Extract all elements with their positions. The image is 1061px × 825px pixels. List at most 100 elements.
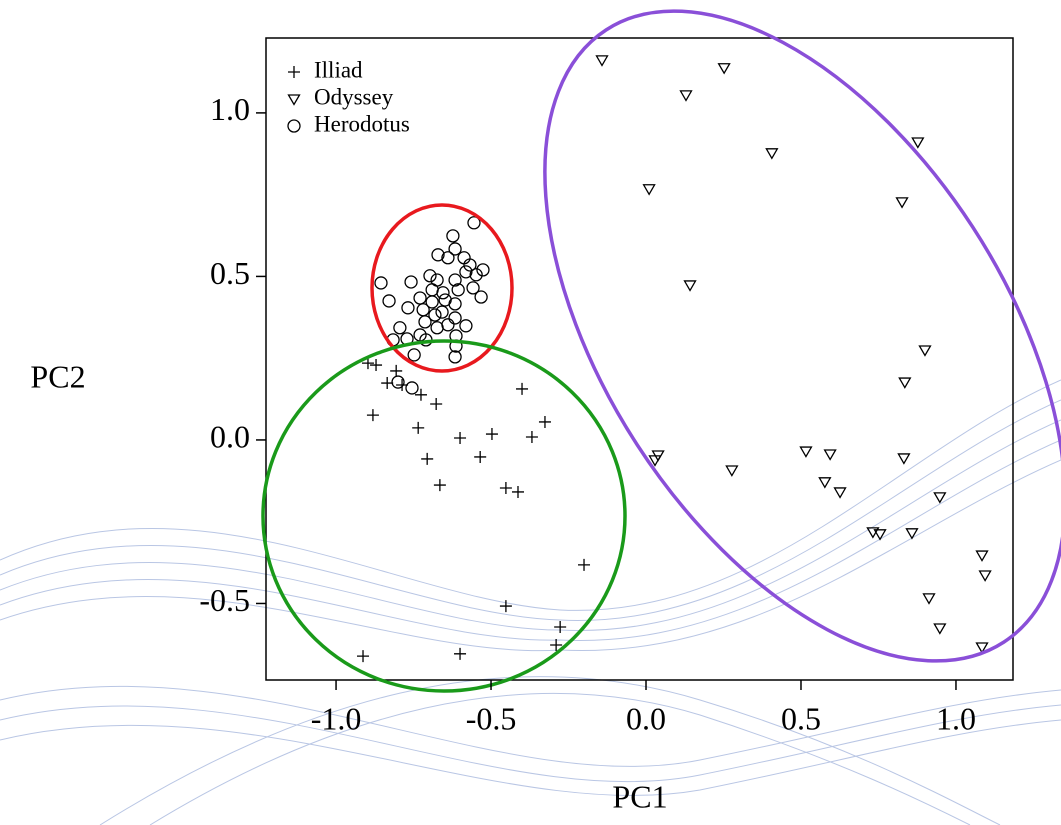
x-tick-label: -1.0	[311, 700, 362, 736]
wave	[0, 704, 1061, 783]
circle-marker	[474, 290, 488, 304]
circle-marker	[404, 275, 418, 289]
triangle-marker	[833, 487, 847, 499]
triangle-marker	[725, 465, 739, 477]
legend-label: Odyssey	[314, 84, 394, 109]
circle-marker	[405, 381, 419, 395]
x-tick-label: 1.0	[936, 700, 976, 736]
circle-marker	[459, 319, 473, 333]
plus-marker	[414, 388, 427, 401]
plus-marker	[485, 428, 498, 441]
plus-marker	[499, 482, 512, 495]
triangle-marker	[975, 642, 989, 654]
plus-marker	[516, 382, 529, 395]
plus-marker	[370, 359, 383, 372]
circle-marker	[416, 303, 430, 317]
x-tick-label: 0.0	[626, 700, 666, 736]
wave	[0, 379, 1061, 611]
circle-marker	[448, 311, 462, 325]
x-tick-label: -0.5	[466, 700, 517, 736]
circle-marker	[430, 321, 444, 335]
wave	[0, 459, 1061, 652]
circle-marker	[423, 269, 437, 283]
triangle-marker	[799, 446, 813, 458]
plus-marker	[538, 415, 551, 428]
circle-marker	[413, 291, 427, 305]
circle-marker	[407, 348, 421, 362]
legend-label: Illiad	[314, 57, 363, 82]
plus-marker	[412, 421, 425, 434]
legend-label: Herodotus	[314, 111, 410, 136]
triangle-marker	[595, 55, 609, 67]
circle-marker	[448, 273, 462, 287]
wave	[99, 676, 1001, 825]
plus-marker	[474, 450, 487, 463]
triangle-marker	[873, 529, 887, 541]
plus-marker	[511, 485, 524, 498]
cluster-ellipse	[261, 339, 627, 693]
triangle-marker	[683, 280, 697, 292]
plus-marker	[499, 600, 512, 613]
wave	[149, 692, 971, 825]
circle-marker	[448, 297, 462, 311]
triangle-marker	[717, 63, 731, 75]
triangle-marker	[648, 455, 662, 467]
triangle-marker	[895, 197, 909, 209]
plus-marker	[550, 639, 563, 652]
triangle-marker	[905, 528, 919, 540]
plus-marker	[525, 431, 538, 444]
triangle-marker	[823, 449, 837, 461]
circle-marker	[425, 295, 439, 309]
circle-marker	[436, 286, 450, 300]
circle-marker	[287, 119, 301, 133]
circle-marker	[448, 242, 462, 256]
circle-marker	[418, 315, 432, 329]
plus-marker	[357, 650, 370, 663]
cluster-ellipse	[370, 203, 514, 373]
circle-marker	[451, 283, 465, 297]
circle-marker	[446, 229, 460, 243]
triangle-marker	[765, 148, 779, 160]
wave	[0, 399, 1061, 621]
triangle-marker	[918, 345, 932, 357]
circle-marker	[401, 301, 415, 315]
circle-marker	[393, 321, 407, 335]
plus-marker	[366, 409, 379, 422]
x-tick-label: 0.5	[781, 700, 821, 736]
circle-marker	[431, 248, 445, 262]
y-tick-label: -0.5	[199, 582, 250, 618]
circle-marker	[441, 251, 455, 265]
triangle-marker	[911, 137, 925, 149]
plus-marker	[554, 621, 567, 634]
triangle-marker	[933, 623, 947, 635]
circle-marker	[391, 375, 405, 389]
y-axis-label: PC2	[30, 358, 85, 394]
circle-marker	[476, 263, 490, 277]
wave	[0, 439, 1061, 641]
triangle-marker	[922, 593, 936, 605]
circle-marker	[466, 281, 480, 295]
triangle-marker	[897, 453, 911, 465]
y-tick-label: 1.0	[210, 91, 250, 127]
x-axis-label: PC1	[612, 778, 667, 814]
wave	[0, 686, 1061, 767]
circle-marker	[428, 308, 442, 322]
circle-marker	[374, 276, 388, 290]
circle-marker	[459, 265, 473, 279]
plus-marker	[433, 479, 446, 492]
plus-marker	[390, 364, 403, 377]
y-tick-label: 0.5	[210, 255, 250, 291]
wave	[0, 719, 1061, 797]
triangle-marker	[933, 492, 947, 504]
wave	[0, 419, 1061, 631]
plus-marker	[578, 558, 591, 571]
circle-marker	[441, 318, 455, 332]
background-waves	[0, 379, 1061, 825]
plus-marker	[421, 452, 434, 465]
triangle-marker	[642, 184, 656, 196]
y-tick-label: 0.0	[210, 418, 250, 454]
circle-marker	[463, 258, 477, 272]
circle-marker	[435, 305, 449, 319]
